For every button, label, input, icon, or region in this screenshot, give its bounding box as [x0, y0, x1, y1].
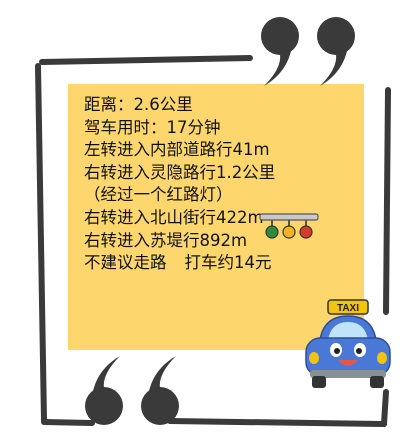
distance-line: 距离：2.6公里 [84, 95, 193, 114]
double-quote-close-icon [261, 17, 355, 86]
traffic-light-note: （经过一个红路灯） [84, 185, 233, 205]
step-4-line: 右转进入苏堤行892m [84, 230, 248, 250]
step-2-line: 右转进入灵隐路行1.2公里 [84, 162, 276, 182]
step-3-line: 右转进入北山街行422m [84, 207, 264, 227]
walk-advice: 不建议走路 [84, 253, 167, 273]
taxi-sign-label: TAXI [337, 303, 359, 314]
traffic-light-icon [259, 213, 319, 239]
route-text: 距离：2.6公里 驾车用时：17分钟 左转进入内部道路行41m 右转进入灵隐路行… [84, 94, 275, 275]
recommendation-line: 不建议走路 打车约14元 [84, 252, 275, 275]
drive-time-line: 驾车用时：17分钟 [84, 117, 221, 137]
taxi-icon: TAXI [305, 299, 391, 388]
taxi-fare: 打车约14元 [184, 253, 272, 273]
double-quote-open-icon [85, 356, 179, 425]
step-1-line: 左转进入内部道路行41m [84, 140, 270, 160]
